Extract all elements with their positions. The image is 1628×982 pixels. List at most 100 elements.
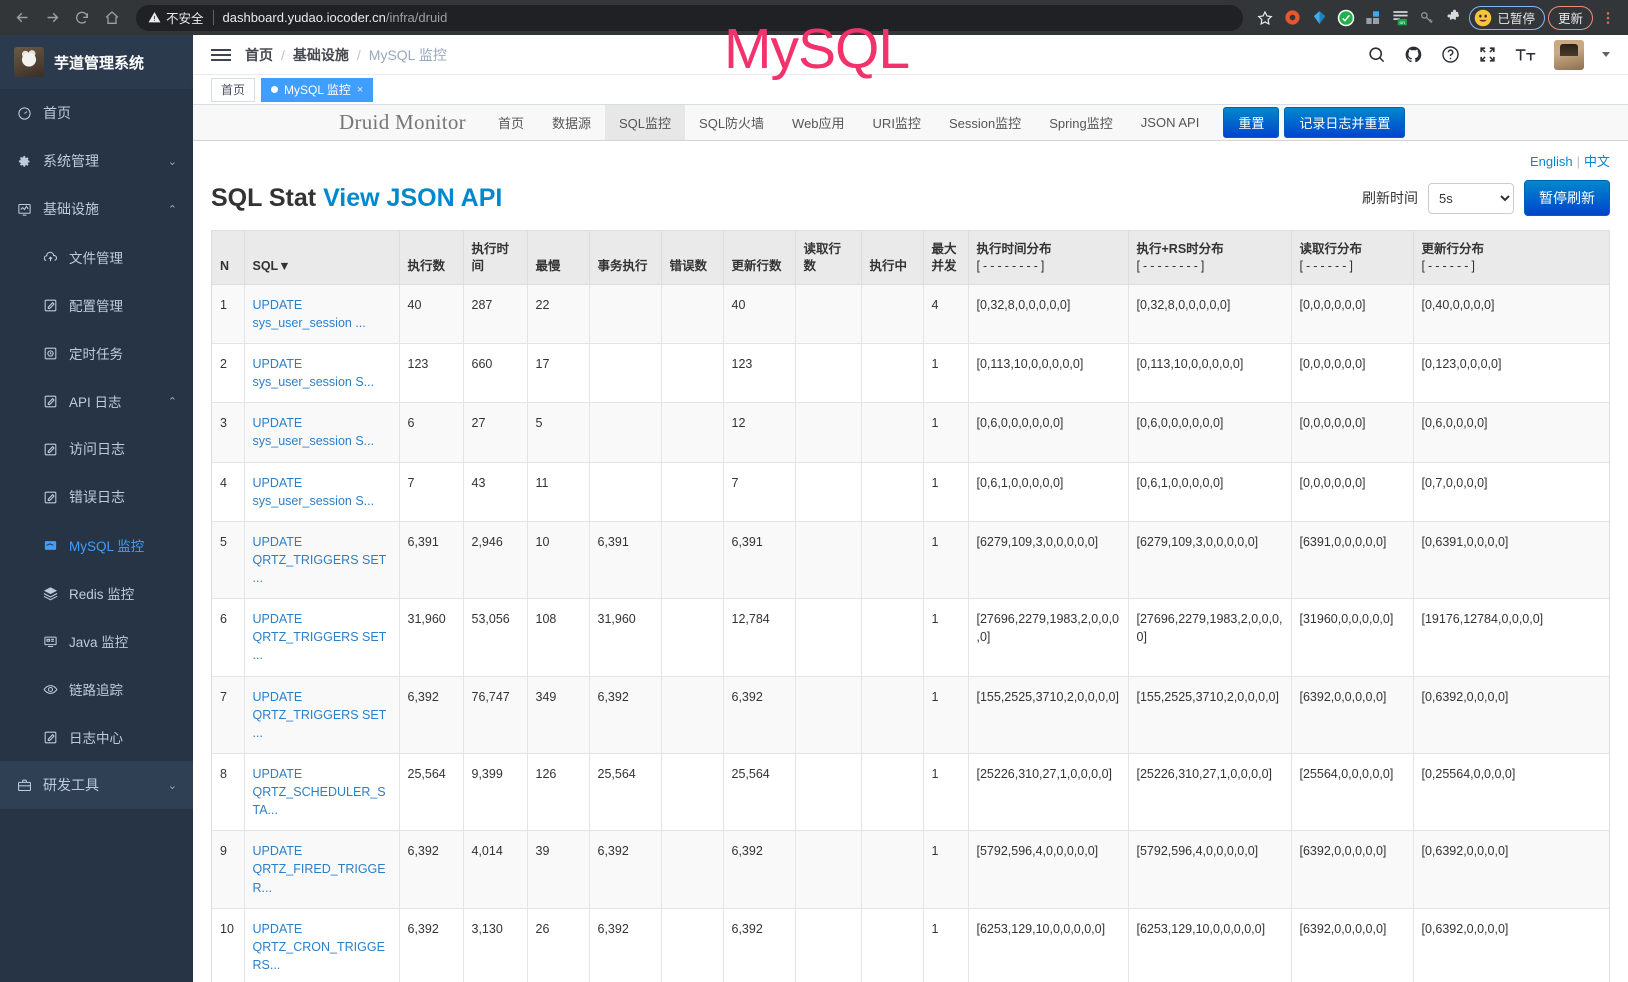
list-on-icon[interactable]: on (1388, 6, 1412, 30)
lang-english-link[interactable]: English (1529, 154, 1573, 169)
home-icon[interactable] (98, 4, 126, 32)
tag-item-1[interactable]: MySQL 监控 × (261, 77, 374, 102)
avatar[interactable] (1554, 39, 1584, 70)
sidebar-item-9[interactable]: MySQL 监控 (0, 521, 193, 569)
refresh-interval-select[interactable]: 5s10s20s30s1m5m (1428, 182, 1514, 214)
druid-nav-7[interactable]: Spring监控 (1049, 116, 1113, 132)
cell-sql[interactable]: UPDATE sys_user_session S... (244, 402, 400, 463)
sidebar-item-5[interactable]: 定时任务 (0, 329, 193, 377)
cell-sql[interactable]: UPDATE QRTZ_SCHEDULER_STA... (244, 753, 400, 832)
table-col-n: N (212, 231, 245, 285)
search-icon[interactable] (1367, 45, 1386, 64)
reload-icon[interactable] (68, 4, 96, 32)
chevron-down-icon[interactable] (1602, 52, 1610, 58)
sidebar-item-8[interactable]: 错误日志 (0, 473, 193, 521)
cell-sql[interactable]: UPDATE QRTZ_TRIGGERS SET ... (244, 521, 400, 600)
cell-sql[interactable]: UPDATE QRTZ_CRON_TRIGGERS... (244, 908, 400, 982)
sidebar-item-6[interactable]: API 日志 ⌃ (0, 377, 193, 425)
puzzle-piece-icon[interactable] (1442, 6, 1466, 30)
cell-sql[interactable]: UPDATE QRTZ_FIRED_TRIGGER... (244, 830, 400, 909)
sidebar-item-13[interactable]: 日志中心 (0, 713, 193, 761)
druid-nav-8[interactable]: JSON API (1140, 115, 1200, 131)
druid-nav-6[interactable]: Session监控 (948, 116, 1022, 132)
cell-read_dist: [0,0,0,0,0,0] (1291, 284, 1414, 345)
cell-sql[interactable]: UPDATE sys_user_session ... (244, 284, 400, 345)
cell-read_rows (795, 908, 862, 982)
sql-link[interactable]: UPDATE QRTZ_TRIGGERS SET ... (252, 534, 387, 585)
green-check-icon[interactable] (1334, 6, 1358, 30)
cell-sql[interactable]: UPDATE QRTZ_TRIGGERS SET ... (244, 598, 400, 677)
sql-link[interactable]: UPDATE QRTZ_FIRED_TRIGGER... (252, 844, 386, 895)
sql-link[interactable]: UPDATE QRTZ_TRIGGERS SET ... (252, 612, 387, 663)
druid-nav-4[interactable]: Web应用 (792, 116, 845, 132)
table-col-sql[interactable]: SQL▼ (244, 231, 400, 285)
sql-link[interactable]: UPDATE QRTZ_TRIGGERS SET ... (252, 689, 387, 740)
pause-refresh-button[interactable]: 暂停刷新 (1524, 180, 1610, 216)
close-icon[interactable]: × (356, 83, 364, 96)
lang-chinese-link[interactable]: 中文 (1583, 154, 1610, 169)
sql-link[interactable]: UPDATE QRTZ_CRON_TRIGGERS... (252, 921, 385, 972)
orange-ring-icon[interactable] (1280, 6, 1304, 30)
sidebar-item-2[interactable]: 基础设施 ⌃ (0, 185, 193, 233)
three-dot-menu-icon[interactable] (1596, 6, 1620, 30)
help-circle-icon[interactable] (1441, 45, 1460, 64)
back-arrow-icon[interactable] (8, 4, 36, 32)
sidebar-item-3[interactable]: 文件管理 (0, 233, 193, 281)
druid-nav-3[interactable]: SQL防火墙 (699, 116, 765, 132)
cell-slowest: 108 (527, 598, 590, 677)
druid-nav-1[interactable]: 数据源 (552, 116, 592, 132)
fullscreen-icon[interactable] (1478, 45, 1497, 64)
key-icon[interactable] (1415, 6, 1439, 30)
cell-time_dist: [0,6,0,0,0,0,0,0] (968, 402, 1129, 463)
druid-button-1[interactable]: 记录日志并重置 (1284, 107, 1406, 139)
sql-link[interactable]: UPDATE sys_user_session S... (252, 416, 375, 449)
druid-nav-0[interactable]: 首页 (497, 116, 524, 132)
breadcrumb-item-infra[interactable]: 基础设施 (292, 46, 349, 63)
sidebar-item-12[interactable]: 链路追踪 (0, 665, 193, 713)
cell-tx_exec: 6,392 (589, 676, 662, 754)
hamburger-icon[interactable] (211, 48, 231, 61)
sidebar-item-14[interactable]: 研发工具 ⌄ (0, 761, 193, 809)
cell-slowest: 22 (527, 284, 590, 345)
blue-diamond-icon[interactable] (1307, 6, 1331, 30)
view-json-api-link[interactable]: View JSON API (323, 183, 503, 212)
tag-item-0[interactable]: 首页 (211, 77, 256, 102)
druid-nav-2[interactable]: SQL监控 (605, 105, 686, 140)
update-pill[interactable]: 更新 (1547, 5, 1593, 30)
sidebar-item-10[interactable]: Redis 监控 (0, 569, 193, 617)
sidebar-item-7[interactable]: 访问日志 (0, 425, 193, 473)
cell-tx_exec: 6,392 (589, 830, 662, 909)
sidebar-item-1[interactable]: 系统管理 ⌄ (0, 137, 193, 185)
star-icon[interactable] (1253, 6, 1277, 30)
cell-max_concurrent: 1 (923, 598, 969, 677)
druid-nav-5[interactable]: URI监控 (872, 116, 921, 132)
profile-paused-pill[interactable]: 已暂停 (1469, 5, 1545, 30)
address-bar[interactable]: 不安全 dashboard.yudao.iocoder.cn/infra/dru… (136, 4, 1244, 31)
sidebar: 芋道管理系统 首页 系统管理 ⌄ 基础设施 ⌃ 文件管理 配置管理 定时任务 API 日志 ⌃ 访问… (0, 35, 193, 982)
druid-button-0[interactable]: 重置 (1223, 107, 1280, 139)
brand-header[interactable]: 芋道管理系统 (0, 35, 193, 89)
sql-link[interactable]: UPDATE QRTZ_SCHEDULER_STA... (252, 766, 386, 818)
table-col-label: 执行数 (407, 258, 446, 273)
blue-squares-icon[interactable] (1361, 6, 1385, 30)
sql-link[interactable]: UPDATE sys_user_session S... (252, 357, 375, 390)
cell-sql[interactable]: UPDATE QRTZ_TRIGGERS SET ... (244, 676, 400, 754)
cell-sql[interactable]: UPDATE sys_user_session S... (244, 462, 400, 522)
forward-arrow-icon[interactable] (38, 4, 66, 32)
sql-link[interactable]: UPDATE sys_user_session ... (252, 297, 366, 330)
github-icon[interactable] (1404, 45, 1423, 64)
sql-link[interactable]: UPDATE sys_user_session S... (252, 475, 375, 508)
font-size-icon[interactable] (1515, 45, 1536, 64)
refresh-controls: 刷新时间 5s10s20s30s1m5m 暂停刷新 (1362, 180, 1610, 216)
breadcrumb-item-home[interactable]: 首页 (245, 46, 273, 63)
table-col-label: 错误数 (669, 258, 708, 273)
cell-n: 10 (212, 908, 245, 982)
cell-read_dist: [6392,0,0,0,0,0] (1291, 830, 1414, 909)
cell-sql[interactable]: UPDATE sys_user_session S... (244, 343, 400, 404)
cell-running (861, 676, 924, 754)
sidebar-item-0[interactable]: 首页 (0, 89, 193, 137)
sidebar-item-11[interactable]: Java 监控 (0, 617, 193, 665)
sql-stat-table-container[interactable]: N SQL▼ 执行数 执行时间 最慢 事务执行 错误数 更新行数 读取行数 执行中 最大并发 执行时间… (211, 230, 1610, 982)
sidebar-item-4[interactable]: 配置管理 (0, 281, 193, 329)
url-domain: dashboard.yudao.iocoder.cn (222, 10, 386, 25)
